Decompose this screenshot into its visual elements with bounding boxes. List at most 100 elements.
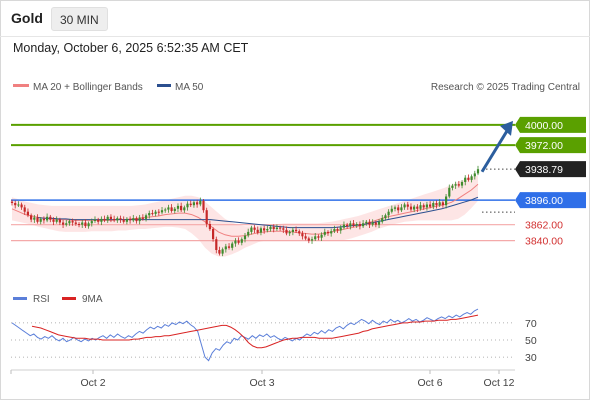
ma20-legend-swatch: [13, 84, 29, 87]
source-credit: Research © 2025 Trading Central: [431, 82, 580, 93]
candle-body: [326, 231, 330, 234]
candle-body: [269, 226, 272, 230]
candle-body: [224, 246, 227, 250]
candle-body: [393, 207, 397, 209]
candle-body: [333, 229, 336, 232]
candle-body: [154, 211, 157, 214]
candle-body: [387, 211, 390, 216]
candle-body: [176, 205, 180, 209]
rsi-ma-legend-label: 9MA: [82, 294, 103, 305]
level-label-3840-00: 3840.00: [525, 236, 563, 248]
candle-body: [144, 215, 148, 219]
candle-body: [282, 228, 285, 230]
candle-body: [84, 222, 87, 227]
candle-body: [422, 205, 425, 208]
candle-body: [457, 184, 460, 186]
rsi-tick-30: 30: [525, 352, 537, 364]
candle-body: [138, 217, 141, 222]
candle-body: [148, 213, 151, 216]
candle-body: [52, 219, 55, 222]
candle-body: [454, 184, 457, 186]
candle-body: [231, 243, 234, 248]
candle-body: [362, 223, 365, 227]
candle-body: [435, 203, 438, 206]
candle-body: [320, 234, 323, 238]
candle-body: [275, 227, 278, 229]
time-tick-label: Oct 6: [417, 377, 442, 389]
candle-body: [122, 219, 125, 222]
level-tags: 4000.00 3972.00 3896.00 3862.00 3840.00 3938.…: [480, 116, 586, 248]
candle-body: [346, 224, 349, 227]
rsi-legend-swatch: [13, 297, 27, 300]
time-tick-label: Oct 3: [249, 377, 274, 389]
candle-body: [26, 211, 29, 216]
candle-body: [129, 218, 132, 221]
candle-body: [390, 208, 393, 212]
candle-body: [189, 203, 192, 206]
level-label-3862-00: 3862.00: [525, 220, 563, 232]
candle-body: [473, 173, 476, 177]
candle-body: [381, 218, 384, 222]
rsi-line: [11, 308, 479, 362]
candle-body: [317, 236, 320, 238]
candle-body: [243, 235, 247, 240]
candle-body: [119, 218, 122, 220]
candle-body: [409, 206, 413, 210]
candle-body: [416, 206, 419, 209]
candle-body: [180, 205, 183, 211]
time-tick-label: Oct 2: [80, 377, 105, 389]
candle-body: [413, 206, 416, 210]
candle-body: [272, 226, 275, 230]
candle-body: [23, 207, 26, 212]
candle-body: [365, 221, 368, 224]
candle-body: [310, 239, 314, 241]
candle-body: [448, 187, 451, 197]
candle-body: [403, 204, 406, 208]
candle-body: [476, 169, 480, 174]
candle-body: [62, 222, 65, 225]
candle-body: [103, 218, 106, 221]
candle-body: [164, 209, 167, 211]
candle-body: [425, 204, 428, 208]
price-levels: [11, 123, 515, 242]
candle-body: [173, 208, 176, 211]
candle-body: [202, 200, 205, 211]
candle-body: [349, 223, 352, 227]
candle-body: [215, 239, 218, 250]
legend: MA 20 + Bollinger Bands MA 50 Research ©…: [13, 82, 580, 93]
candle-body: [358, 224, 361, 227]
candle-body: [314, 236, 317, 240]
candle-body: [46, 216, 49, 221]
candle-body: [20, 204, 23, 208]
ma50-legend-label: MA 50: [175, 82, 204, 93]
time-tick-label: Oct 12: [484, 377, 515, 389]
candle-body: [192, 202, 195, 206]
candle-body: [81, 222, 84, 225]
candle-body: [42, 218, 45, 221]
candle-body: [259, 228, 262, 233]
candles: [10, 165, 480, 257]
candle-body: [10, 201, 14, 203]
candle-body: [205, 210, 208, 224]
candle-body: [125, 218, 128, 222]
candle-body: [58, 219, 61, 223]
chart-datetime: Monday, October 6, 2025 6:52:35 AM CET: [13, 41, 249, 55]
candle-body: [39, 218, 42, 222]
level-tag-label-3896-00: 3896.00: [525, 195, 563, 207]
candle-body: [406, 204, 409, 207]
candle-body: [377, 221, 381, 225]
candle-body: [298, 231, 301, 234]
candle-body: [250, 227, 253, 232]
candle-body: [253, 227, 256, 230]
candle-body: [237, 240, 240, 243]
candle-body: [33, 217, 36, 220]
candle-body: [151, 213, 154, 215]
candle-body: [285, 229, 288, 234]
candle-body: [132, 218, 135, 221]
candle-body: [183, 207, 186, 211]
candle-body: [429, 204, 432, 207]
timeframe-button[interactable]: 30 MIN: [51, 7, 108, 31]
rsi-panel: 70 50 30: [11, 308, 537, 364]
candle-body: [196, 202, 199, 205]
